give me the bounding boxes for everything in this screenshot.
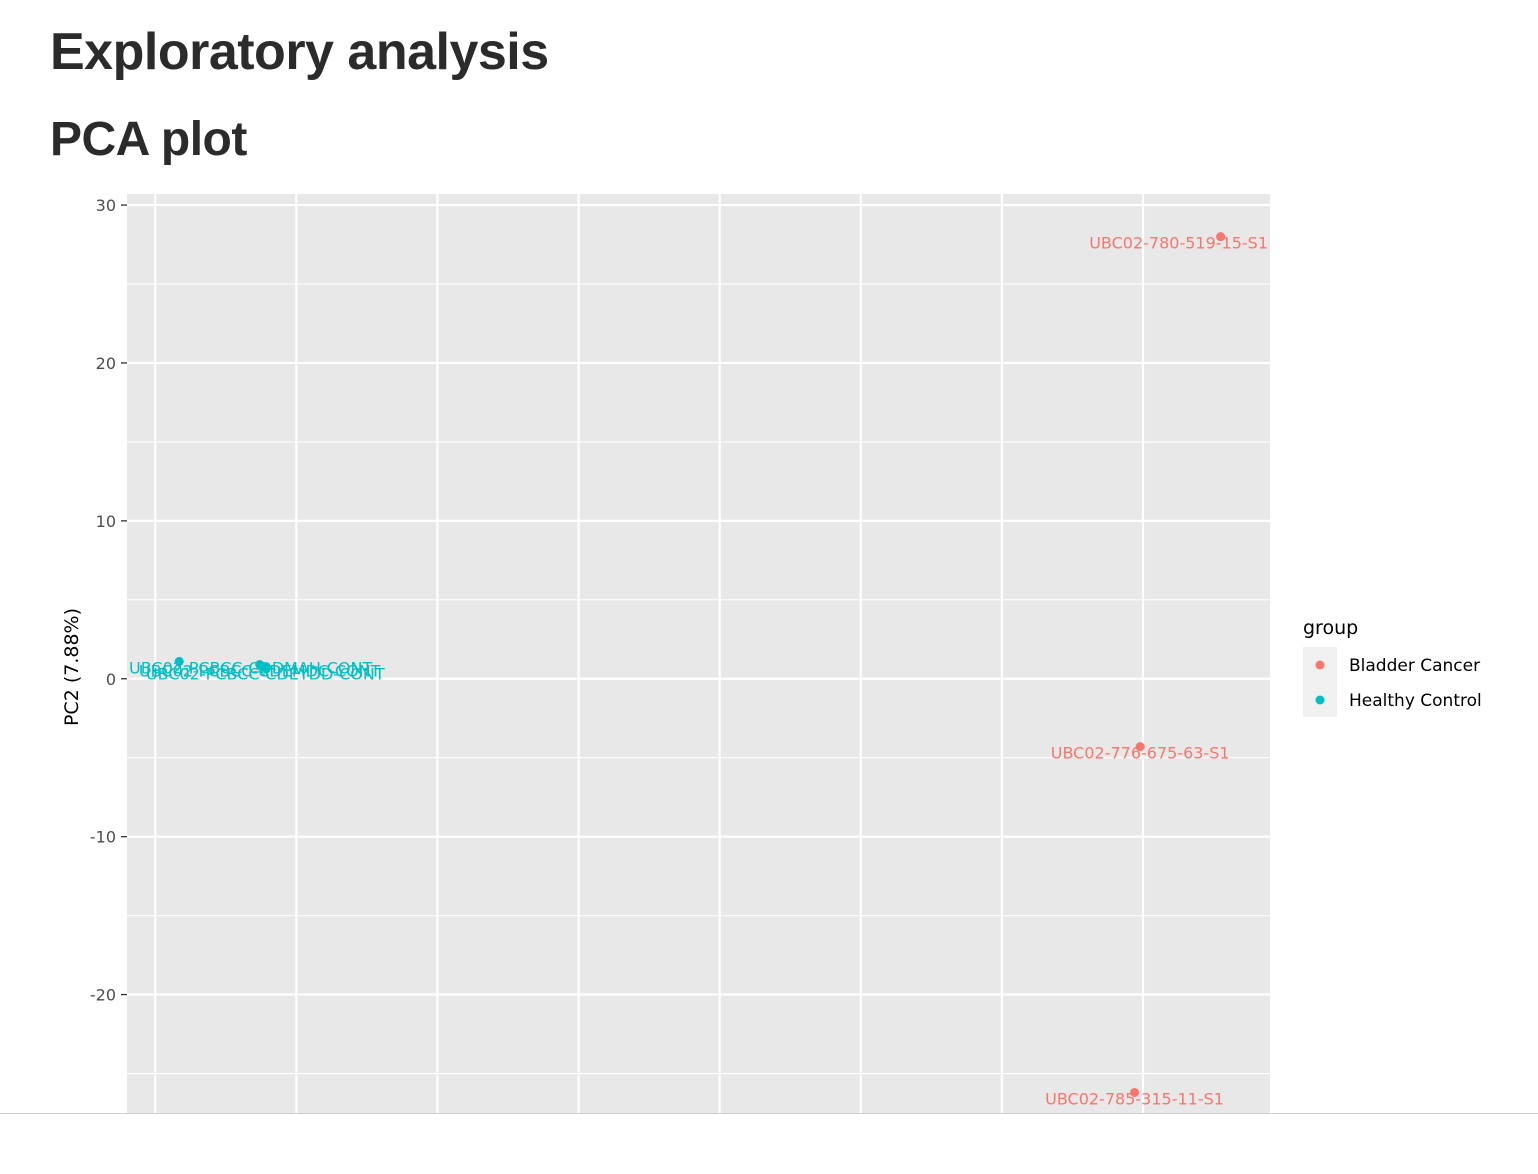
point-labels: UBC02-780-519-15-S1 UBC02-776-675-63-S1 UB… [129,234,1268,1109]
y-tick-label: -10 [90,828,116,847]
data-point-label: UBC02-PCBCC-CDEYDD-CONT [146,665,385,684]
legend-label: Healthy Control [1349,691,1482,711]
grid-minor [127,283,1270,1075]
data-point [1216,232,1226,242]
data-point-label: UBC02-776-675-63-S1 [1051,744,1230,763]
y-tick-label: 0 [106,670,116,689]
legend: group Bladder Cancer Healthy Control [1303,617,1482,717]
page-title: Exploratory analysis [50,23,549,81]
plot-panel [127,194,1270,1113]
data-point-label: UBC02-PCBCC-CDDMAH-CONT [129,658,372,677]
bottom-divider [0,1113,1538,1114]
y-tick-label: -20 [90,986,116,1005]
y-tick-label: 20 [96,354,116,373]
y-axis: 30 20 10 0 -10 -20 [90,196,127,1005]
data-points [174,232,1226,1097]
y-tick-label: 10 [96,512,116,531]
data-point [1135,742,1145,752]
data-point-label: UBC02-785-315-11-S1 [1045,1089,1224,1108]
section-title: PCA plot [50,113,247,166]
legend-label: Bladder Cancer [1349,656,1480,676]
grid-major [127,194,1270,1113]
legend-title: group [1303,617,1358,639]
data-point [1130,1087,1140,1097]
data-point [260,663,270,673]
data-point-label: UBC02-PCBCC-CDEMDC-CONT [139,662,381,681]
y-axis-label: PC2 (7.88%) [61,608,83,726]
legend-key [1315,660,1325,670]
y-tick-label: 30 [96,196,116,215]
data-point [174,656,184,666]
legend-key [1315,695,1325,705]
data-point-label: UBC02-780-519-15-S1 [1089,234,1268,253]
legend-keys-background [1303,647,1337,717]
